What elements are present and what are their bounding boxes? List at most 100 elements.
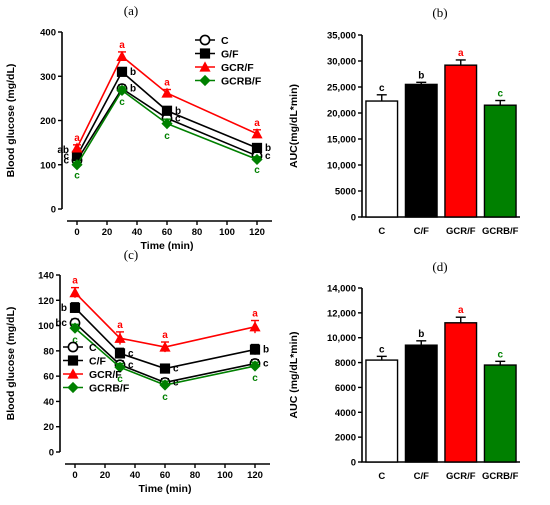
bar (483, 104, 517, 218)
legend-marker (67, 381, 79, 394)
data-point (114, 332, 126, 343)
data-point (69, 287, 81, 298)
y-axis-title: AUC (mg/dL*min) (288, 332, 300, 419)
significance-label: c (63, 155, 69, 166)
y-tick-label: 2000 (335, 433, 356, 444)
x-tick-label: 120 (247, 470, 263, 481)
y-tick-label: 140 (38, 271, 54, 282)
significance-label: a (74, 133, 80, 144)
y-tick-label: 10,000 (327, 161, 356, 172)
significance-label: b (130, 84, 136, 95)
significance-label: c (252, 373, 258, 384)
legend-label: C/F (89, 356, 107, 368)
data-point (159, 363, 171, 374)
significance-label: ab (57, 145, 69, 156)
significance-label: a (119, 40, 125, 51)
significance-label: c (379, 83, 385, 94)
significance-label: c (173, 364, 179, 375)
series-line (74, 322, 256, 384)
y-tick-label: 300 (40, 72, 56, 83)
y-tick-label: 14,000 (327, 284, 356, 295)
x-tick-label: 0 (74, 227, 79, 238)
significance-label: c (254, 165, 260, 176)
significance-label: c (63, 151, 69, 162)
chart-panel: (a) 0 100 200 300 400 0 20 40 60 80 100 120 Time (min… (5, 3, 272, 252)
y-tick-label: 8000 (335, 358, 356, 369)
significance-label: c (173, 377, 179, 388)
significance-label: c (175, 113, 181, 124)
significance-label: b (61, 303, 67, 314)
significance-label: a (162, 330, 168, 341)
data-point (249, 360, 261, 372)
y-tick-label: 40 (43, 397, 54, 408)
bar (365, 100, 399, 218)
significance-label: c (164, 131, 170, 142)
series-line (74, 307, 256, 370)
data-point (71, 142, 83, 153)
y-tick-label: 25,000 (327, 83, 356, 94)
legend-label: G/F (221, 49, 239, 61)
series-line (76, 55, 258, 149)
significance-label: b (418, 329, 424, 340)
significance-label: c (117, 374, 123, 385)
significance-label: a (117, 320, 123, 331)
y-axis-title: Blood glucose (mg/dL) (5, 64, 17, 178)
x-axis-title: Time (min) (141, 240, 194, 252)
significance-label: a (458, 305, 464, 316)
data-point (251, 142, 263, 154)
x-tick-label: 80 (190, 470, 201, 481)
panel-label: (a) (124, 3, 138, 18)
x-tick-label: C/F (414, 471, 430, 482)
data-point (251, 153, 263, 166)
legend-marker (199, 34, 211, 46)
significance-label: c (72, 335, 78, 346)
y-tick-label: 15,000 (327, 135, 356, 146)
x-tick-label: 120 (249, 227, 265, 238)
y-tick-label: 100 (38, 321, 54, 332)
x-tick-label: C/F (414, 226, 430, 237)
significance-label: c (74, 170, 80, 181)
significance-label: a (72, 276, 78, 287)
series-line (76, 89, 258, 166)
y-tick-label: 20,000 (327, 109, 356, 120)
legend-label: C (89, 342, 97, 354)
data-point (69, 322, 81, 334)
x-tick-label: GCR/F (446, 471, 476, 482)
legend-label: GCR/F (89, 369, 122, 381)
bar (404, 83, 438, 218)
x-tick-label: C (378, 471, 385, 482)
y-tick-label: 200 (40, 116, 56, 127)
data-point (159, 341, 171, 352)
data-point (161, 117, 173, 130)
significance-label: a (252, 309, 258, 320)
data-point (71, 159, 83, 171)
y-tick-label: 0 (51, 205, 56, 216)
x-tick-label: GCR/F (446, 226, 476, 237)
x-tick-label: 80 (192, 227, 203, 238)
legend-marker (199, 74, 211, 87)
significance-label: a (164, 78, 170, 89)
y-tick-label: 6000 (335, 383, 356, 394)
significance-label: a (254, 118, 260, 129)
data-point (116, 50, 128, 61)
y-tick-label: 12,000 (327, 308, 356, 319)
significance-label: c (128, 360, 134, 371)
bar (444, 64, 478, 218)
panel-label: (b) (432, 5, 447, 20)
chart-panel: (b) 0 5000 10,000 15,000 20,000 25,000 30,000 35… (288, 5, 520, 237)
y-tick-label: 4000 (335, 408, 356, 419)
x-tick-label: 100 (219, 227, 235, 238)
y-tick-label: 100 (40, 160, 56, 171)
significance-label: a (458, 48, 464, 59)
y-tick-label: 35,000 (327, 31, 356, 42)
x-tick-label: C (378, 226, 385, 237)
data-point (114, 361, 126, 373)
significance-label: bc (55, 318, 67, 329)
series-line (76, 87, 258, 161)
chart-panel: (c) 0 20 40 60 80 100 120 140 0 20 40 60 80 100 120 Time… (5, 247, 270, 495)
series-line (76, 70, 258, 157)
x-tick-label: 40 (132, 227, 143, 238)
bar (365, 359, 399, 463)
y-tick-label: 30,000 (327, 57, 356, 68)
